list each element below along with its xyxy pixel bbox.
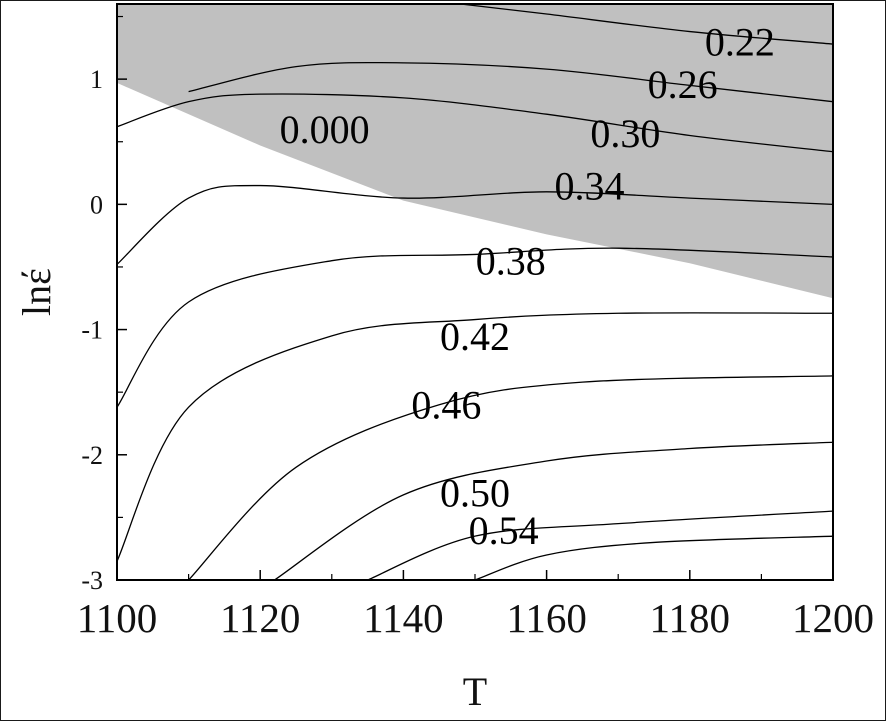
x-axis-title: T [463, 669, 487, 714]
y-tick-label--2: -2 [81, 441, 103, 470]
contour-line-0.000 [474, 535, 833, 580]
contour-line-0.42 [117, 312, 833, 562]
contour-label-0.000: 0.000 [280, 107, 370, 152]
contour-label-0.54: 0.54 [469, 508, 539, 553]
contour-line-0.50 [274, 441, 833, 580]
contour-label-0.46: 0.46 [411, 383, 481, 428]
y-tick-label--1: -1 [81, 316, 103, 345]
labels: 0.220.260.30 0.340.38 0.42 0.46 0.500.54 0.00… [280, 20, 775, 553]
x-tick-label-1160: 1160 [506, 595, 586, 641]
contour-line-0.54 [367, 510, 833, 580]
contour-line-0.46 [188, 375, 833, 580]
contour-line-0.38 [117, 247, 833, 408]
contour-line-0.26 [188, 61, 833, 103]
contour-line-0.30 [117, 93, 833, 153]
axes: 1100 1120 1140 1160 1180 1200 1 0 -1 -2 -3 [77, 3, 874, 641]
contour-label-0.34: 0.34 [555, 164, 625, 209]
contour-label-0.22: 0.22 [705, 20, 775, 65]
x-tick-label-1200: 1200 [792, 595, 874, 641]
y-tick-label-1: 1 [90, 65, 103, 94]
x-tick-label-1120: 1120 [220, 595, 300, 641]
y-tick-label-0: 0 [90, 190, 103, 219]
contour-label-0.30: 0.30 [590, 111, 660, 156]
contour-label-0.38: 0.38 [476, 239, 546, 284]
x-tick-label-1180: 1180 [650, 595, 730, 641]
x-tick-label-1100: 1100 [77, 595, 157, 641]
contour-label-0.42: 0.42 [440, 314, 510, 359]
y-tick-label--3: -3 [81, 566, 103, 595]
x-tick-label-1140: 1140 [363, 595, 443, 641]
contour-line-0.34 [117, 184, 833, 265]
contour-line-0.22 [460, 4, 833, 45]
plot-area [117, 4, 833, 580]
contour-label-0.26: 0.26 [648, 62, 718, 107]
shaded-region [117, 4, 833, 299]
y-axis-title: lnέ [14, 268, 59, 316]
contour-label-0.50: 0.50 [440, 470, 510, 515]
